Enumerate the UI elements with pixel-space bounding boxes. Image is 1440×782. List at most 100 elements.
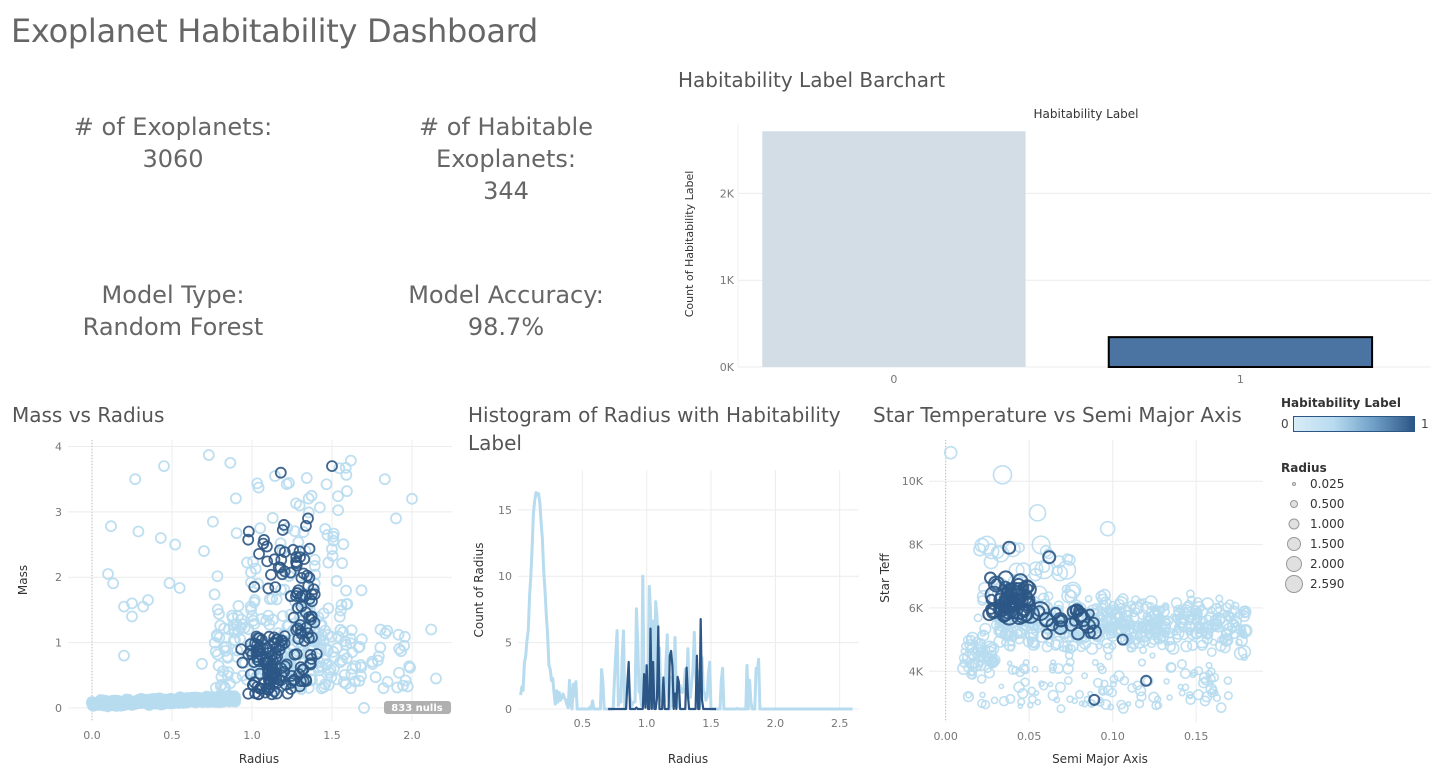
teff-sma-point: [1137, 658, 1147, 667]
mass-radius-point: [326, 460, 338, 473]
teff-sma-point: [1219, 642, 1231, 654]
teff-sma-point: [1019, 579, 1035, 595]
teff-sma-point: [1181, 683, 1190, 692]
mass-radius-point: [169, 538, 182, 551]
teff-sma-point: [1029, 639, 1040, 649]
dashboard-title: Exoplanet Habitability Dashboard: [11, 12, 538, 50]
mass-radius-point: [335, 599, 348, 611]
teff-sma-point: [973, 649, 986, 663]
mass-radius-point: [266, 512, 279, 524]
mass-radius-point: [211, 603, 224, 616]
mass-radius-point: [248, 656, 260, 669]
mass-radius-points[interactable]: [86, 449, 442, 714]
kpi-habitable: # of Habitable Exoplanets: 344: [346, 111, 666, 207]
teff-sma-point: [1049, 666, 1057, 674]
teff-sma-y-tick-label: 6K: [909, 602, 924, 615]
mass-radius-point: [297, 675, 310, 688]
mass-radius-point: [308, 560, 321, 572]
mass-radius-point: [300, 472, 313, 484]
teff-sma-point: [987, 649, 998, 660]
mass-radius-point: [245, 566, 257, 579]
teff-sma-point: [976, 589, 991, 604]
mass-radius-point: [337, 538, 350, 551]
mass-radius-point: [306, 674, 318, 687]
color-legend-gradient[interactable]: [1293, 416, 1415, 432]
mass-radius-point: [274, 544, 286, 557]
mass-radius-point: [374, 623, 387, 636]
mass-radius-point: [337, 676, 350, 689]
mass-radius-point: [319, 523, 332, 535]
teff-sma-point: [1085, 642, 1099, 655]
teff-sma-point: [1022, 636, 1034, 648]
bar-label-1[interactable]: [1107, 336, 1374, 369]
teff-sma-point: [1201, 691, 1213, 703]
teff-sma-y-tick-label: 4K: [909, 665, 924, 678]
mass-radius-point: [143, 697, 156, 709]
teff-sma-point: [1020, 677, 1030, 687]
mass-radius-point: [297, 526, 310, 538]
mass-radius-point: [378, 473, 391, 486]
size-legend-marker: [1288, 518, 1300, 530]
teff-sma-point: [1165, 662, 1177, 673]
teff-sma-point: [1127, 683, 1137, 693]
mass-radius-point: [404, 661, 416, 674]
teff-sma-points[interactable]: [943, 445, 1253, 714]
teff-sma-point: [1041, 628, 1053, 640]
mass-radius-point: [317, 607, 330, 620]
histogram-series-habitable[interactable]: [608, 618, 717, 711]
mass-radius-point: [301, 569, 314, 582]
size-legend-label: 1.000: [1310, 517, 1344, 531]
teff-sma-point: [1088, 693, 1101, 706]
teff-sma-x-tick-label: 0.10: [1100, 730, 1125, 743]
mass-radius-x-tick-label: 2.0: [403, 729, 421, 742]
teff-sma-point: [1166, 694, 1173, 701]
size-legend-marker: [1287, 537, 1301, 551]
teff-sma-point: [1125, 700, 1132, 707]
mass-radius-point: [355, 661, 368, 674]
teff-sma-point: [979, 642, 988, 651]
barchart-header: Habitability Label: [1034, 107, 1139, 121]
teff-sma-point: [1113, 598, 1126, 611]
mass-radius-point: [258, 534, 270, 546]
mass-radius-point: [102, 568, 114, 580]
mass-radius-point: [355, 670, 367, 682]
teff-sma-point: [1142, 611, 1152, 622]
histogram-x-tick-label: 2.5: [831, 717, 849, 730]
histogram-y-tick-label: 10: [498, 570, 512, 583]
mass-radius-x-tick-label: 0.5: [163, 729, 181, 742]
mass-radius-point: [159, 693, 171, 706]
teff-sma-point: [1084, 627, 1096, 639]
mass-radius-point: [325, 671, 338, 684]
mass-radius-point: [274, 466, 287, 479]
mass-radius-point: [290, 551, 303, 563]
barchart-bars[interactable]: [762, 131, 1374, 369]
mass-radius-point: [320, 478, 333, 491]
teff-sma-point: [1063, 676, 1073, 685]
teff-sma-point: [1031, 535, 1051, 555]
teff-sma-point: [1222, 602, 1232, 612]
teff-sma-point: [1026, 701, 1034, 709]
teff-sma-point: [1130, 595, 1141, 605]
teff-sma-point: [1002, 540, 1017, 555]
teff-sma-point: [1104, 652, 1113, 661]
teff-sma-point: [1186, 629, 1198, 641]
teff-sma-point: [1080, 618, 1097, 634]
histogram-lines[interactable]: [519, 491, 853, 711]
teff-sma-point: [1192, 600, 1205, 614]
teff-sma-point: [1065, 643, 1076, 655]
bar-label-0[interactable]: [762, 131, 1026, 367]
mass-radius-point: [313, 501, 326, 514]
null-badge-label: 833 nulls: [391, 703, 442, 714]
teff-sma-point: [1041, 641, 1053, 653]
teff-sma-point: [1180, 640, 1193, 653]
kpi-model-type-label: Model Type:: [101, 281, 245, 309]
teff-sma-point: [1139, 634, 1151, 647]
kpi-habitable-value: 344: [483, 177, 529, 205]
mass-radius-xlabel: Radius: [239, 752, 279, 766]
null-badge[interactable]: 833 nulls: [384, 701, 451, 714]
teff-sma-point: [1230, 601, 1240, 611]
mass-radius-y-tick-label: 4: [55, 441, 62, 454]
mass-radius-point: [202, 695, 215, 708]
teff-sma-point: [1091, 602, 1100, 611]
teff-sma-point: [1091, 659, 1099, 666]
